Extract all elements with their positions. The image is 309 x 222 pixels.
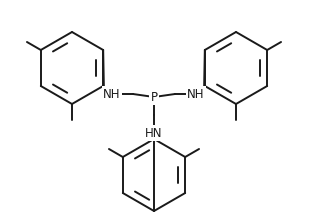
Text: HN: HN (145, 127, 163, 139)
Text: NH: NH (103, 87, 121, 101)
Text: NH: NH (187, 87, 205, 101)
Text: P: P (150, 91, 158, 103)
